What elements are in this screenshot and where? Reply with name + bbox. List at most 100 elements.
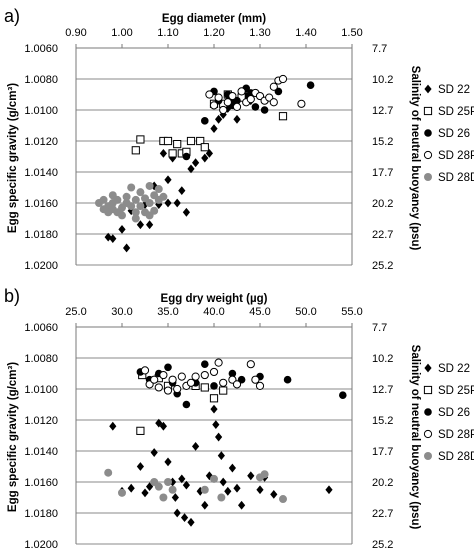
point-sd22 bbox=[164, 457, 172, 467]
legend-marker-sd28p bbox=[423, 150, 433, 160]
y-tick-label: 1.0140 bbox=[24, 446, 58, 458]
point-sd22 bbox=[212, 420, 220, 430]
point-sd22 bbox=[123, 243, 131, 253]
point-sd28d bbox=[168, 485, 177, 494]
legend-item-sd28p: SD 28P bbox=[423, 150, 474, 162]
x-tick-label: 1.00 bbox=[111, 27, 132, 39]
point-sd22 bbox=[136, 220, 144, 230]
y-tick-label: 1.0180 bbox=[24, 229, 58, 241]
x-tick-labels-a: 0.90 1.00 1.10 1.20 1.30 1.40 1.50 bbox=[65, 27, 362, 39]
point-sd28p bbox=[191, 372, 200, 381]
point-sd22 bbox=[109, 421, 117, 431]
point-sd28p bbox=[219, 105, 228, 115]
y-axis-title-b: Egg specific gravity (g/cm³) bbox=[7, 362, 19, 512]
point-sd25p bbox=[219, 386, 228, 395]
y2-tick-label: 17.7 bbox=[372, 167, 393, 179]
y-tick-label: 1.0080 bbox=[24, 353, 58, 365]
point-sd28d bbox=[154, 482, 163, 491]
y2-axis-title-a: Salinity of neutral buoyancy (psu) bbox=[409, 66, 421, 251]
point-sd28d bbox=[159, 493, 168, 502]
y-tick-label: 1.0060 bbox=[24, 43, 58, 55]
y2-tick-label: 10.2 bbox=[372, 74, 393, 86]
point-sd25p bbox=[168, 149, 177, 158]
point-sd22 bbox=[171, 493, 179, 502]
y-tick-label: 1.0120 bbox=[24, 415, 58, 427]
point-sd22 bbox=[180, 513, 189, 523]
point-sd28d bbox=[164, 478, 172, 486]
y-tick-label: 1.0120 bbox=[24, 136, 58, 148]
y2-tick-label: 25.2 bbox=[372, 260, 393, 272]
x-tick-label: 1.50 bbox=[341, 27, 362, 39]
point-sd22 bbox=[224, 486, 232, 496]
x-tick-label: 1.30 bbox=[249, 27, 270, 39]
point-sd22 bbox=[159, 421, 167, 431]
y2-tick-label: 12.7 bbox=[372, 105, 393, 117]
point-sd28d bbox=[131, 195, 140, 204]
x-tick-label: 1.10 bbox=[157, 27, 178, 39]
point-sd22 bbox=[109, 234, 117, 244]
x-axis-title-a: Egg diameter (mm) bbox=[162, 13, 266, 25]
y-axis-title-a: Egg specific gravity (g/cm³) bbox=[7, 83, 19, 233]
y2-tick-label: 15.2 bbox=[372, 136, 393, 148]
point-sd22 bbox=[169, 477, 177, 487]
point-sd22 bbox=[178, 474, 186, 484]
point-sd22 bbox=[210, 124, 218, 133]
legend-label: SD 22 bbox=[438, 84, 470, 96]
y2-tick-label: 12.7 bbox=[372, 384, 393, 396]
y2-tick-label: 20.2 bbox=[372, 198, 393, 210]
x-tick-label: 1.40 bbox=[295, 27, 316, 39]
point-sd26 bbox=[251, 103, 260, 111]
x-tick-label: 40.0 bbox=[203, 306, 224, 318]
y2-tick-label: 15.2 bbox=[372, 415, 393, 427]
y2-tick-label: 22.7 bbox=[372, 229, 393, 241]
point-sd28d bbox=[217, 493, 226, 502]
plot-area-a bbox=[75, 44, 353, 266]
point-sd22 bbox=[217, 451, 225, 461]
legend-item-sd22: SD 22 bbox=[424, 363, 470, 375]
point-sd26 bbox=[283, 375, 292, 384]
point-sd26 bbox=[201, 117, 209, 125]
panel-label-b: b) bbox=[4, 286, 20, 306]
x-tick-label: 45.0 bbox=[249, 306, 270, 318]
point-sd26 bbox=[201, 360, 209, 369]
y2-tick-labels-b: 7.7 10.2 12.7 15.2 17.7 20.2 22.7 25.2 bbox=[372, 322, 393, 551]
point-sd25p bbox=[278, 112, 288, 121]
legend-item-sd26: SD 26 bbox=[424, 407, 470, 419]
point-sd28p bbox=[209, 367, 219, 377]
point-sd22 bbox=[201, 153, 209, 163]
y-tick-label: 1.0200 bbox=[24, 260, 58, 272]
point-sd28p bbox=[219, 378, 228, 387]
point-sd22 bbox=[182, 480, 190, 490]
legend-marker-sd25p bbox=[423, 385, 433, 395]
x-tick-label: 0.90 bbox=[65, 27, 86, 39]
legend-label: SD 25P bbox=[438, 385, 474, 397]
point-sd25p bbox=[209, 394, 219, 403]
point-sd22 bbox=[215, 432, 223, 442]
point-sd22 bbox=[182, 207, 190, 217]
point-sd22 bbox=[164, 175, 172, 185]
legend-label: SD 25P bbox=[438, 106, 474, 118]
point-sd28d bbox=[99, 195, 108, 204]
point-sd25p bbox=[200, 143, 209, 152]
legend-label: SD 22 bbox=[438, 363, 470, 375]
point-sd22 bbox=[150, 448, 158, 457]
point-sd28d bbox=[159, 192, 168, 201]
point-sd26 bbox=[182, 400, 191, 409]
point-sd22 bbox=[192, 158, 200, 168]
point-sd28d bbox=[131, 208, 140, 217]
legend-a: SD 22 SD 25P SD 26 SD 28P SD 28D bbox=[423, 84, 474, 184]
point-sd28p bbox=[237, 87, 246, 96]
point-sd22 bbox=[215, 114, 223, 124]
point-sd22 bbox=[118, 224, 126, 234]
point-sd26 bbox=[260, 106, 269, 114]
y-tick-label: 1.0140 bbox=[24, 167, 58, 179]
point-sd28d bbox=[145, 211, 154, 220]
y2-tick-label: 7.7 bbox=[372, 322, 387, 334]
point-sd28p bbox=[163, 386, 173, 395]
plot-area-b bbox=[75, 323, 353, 545]
point-sd28d bbox=[136, 188, 145, 197]
point-sd28d bbox=[260, 470, 269, 479]
point-sd26 bbox=[164, 363, 172, 372]
legend-marker-sd28d bbox=[424, 452, 432, 460]
